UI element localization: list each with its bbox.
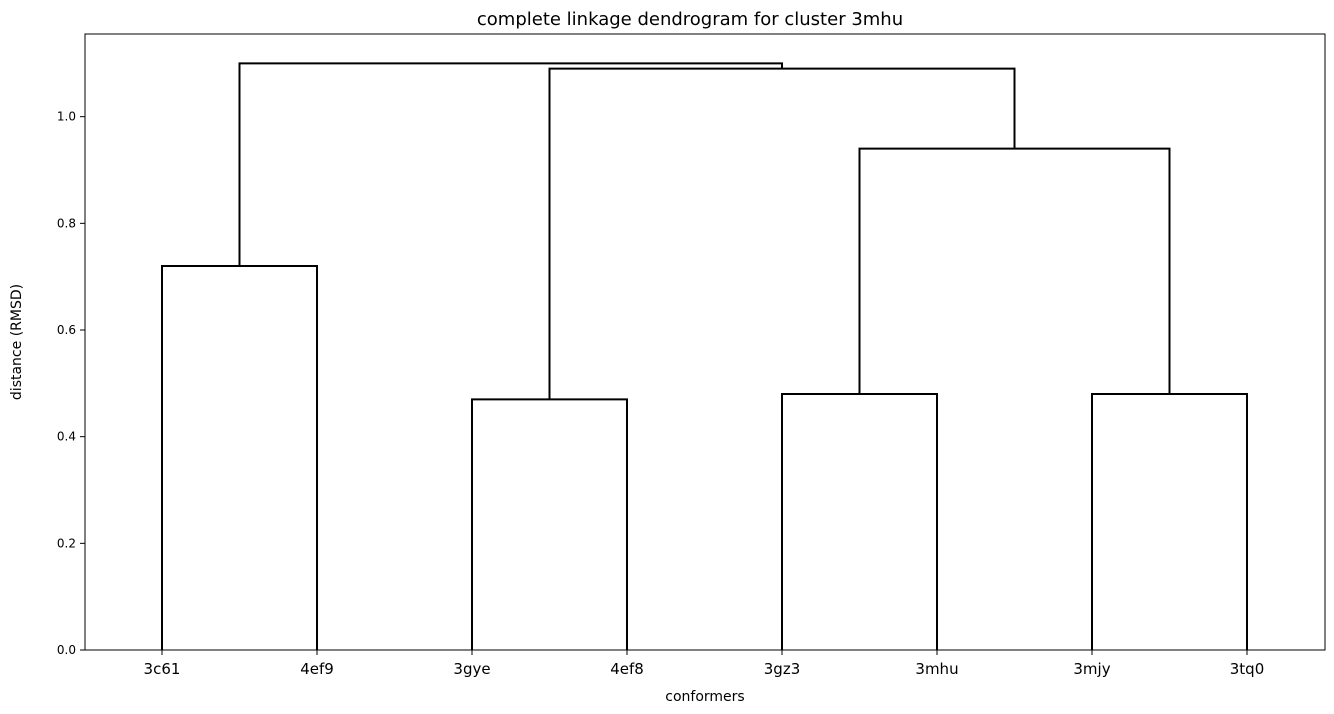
leaf-label-3gye: 3gye <box>453 660 490 678</box>
dendrogram-link-5 <box>548 67 1016 400</box>
leaf-label-3mhu: 3mhu <box>915 660 958 678</box>
dendrogram-link-2 <box>781 393 938 650</box>
y-tick-label: 0.6 <box>57 323 76 337</box>
y-axis: 0.0 0.2 0.4 0.6 0.8 1.0 <box>57 110 85 657</box>
dendrogram-link-6 <box>238 62 783 266</box>
x-axis: 3c61 4ef9 3gye 4ef8 3gz3 3mhu 3mjy 3tq0 <box>144 650 1265 678</box>
y-axis-label: distance (RMSD) <box>9 284 25 400</box>
dendrogram-link-0 <box>161 265 318 650</box>
dendrogram-link-1 <box>471 398 628 650</box>
leaf-label-3c61: 3c61 <box>144 660 181 678</box>
dendrogram-links <box>161 62 1248 650</box>
leaf-label-4ef9: 4ef9 <box>300 660 334 678</box>
y-tick-label: 0.0 <box>57 643 76 657</box>
plot-frame <box>84 33 1326 651</box>
chart-title: complete linkage dendrogram for cluster … <box>477 9 903 30</box>
leaf-label-4ef8: 4ef8 <box>610 660 644 678</box>
y-tick-label: 1.0 <box>57 110 76 124</box>
dendrogram-link-4 <box>858 147 1171 394</box>
dendrogram-link-3 <box>1091 393 1248 650</box>
y-tick-label: 0.2 <box>57 536 76 550</box>
x-axis-label: conformers <box>665 689 744 705</box>
leaf-label-3gz3: 3gz3 <box>764 660 800 678</box>
y-tick-label: 0.4 <box>57 430 76 444</box>
leaf-label-3mjy: 3mjy <box>1073 660 1110 678</box>
leaf-label-3tq0: 3tq0 <box>1230 660 1265 678</box>
y-tick-label: 0.8 <box>57 216 76 230</box>
